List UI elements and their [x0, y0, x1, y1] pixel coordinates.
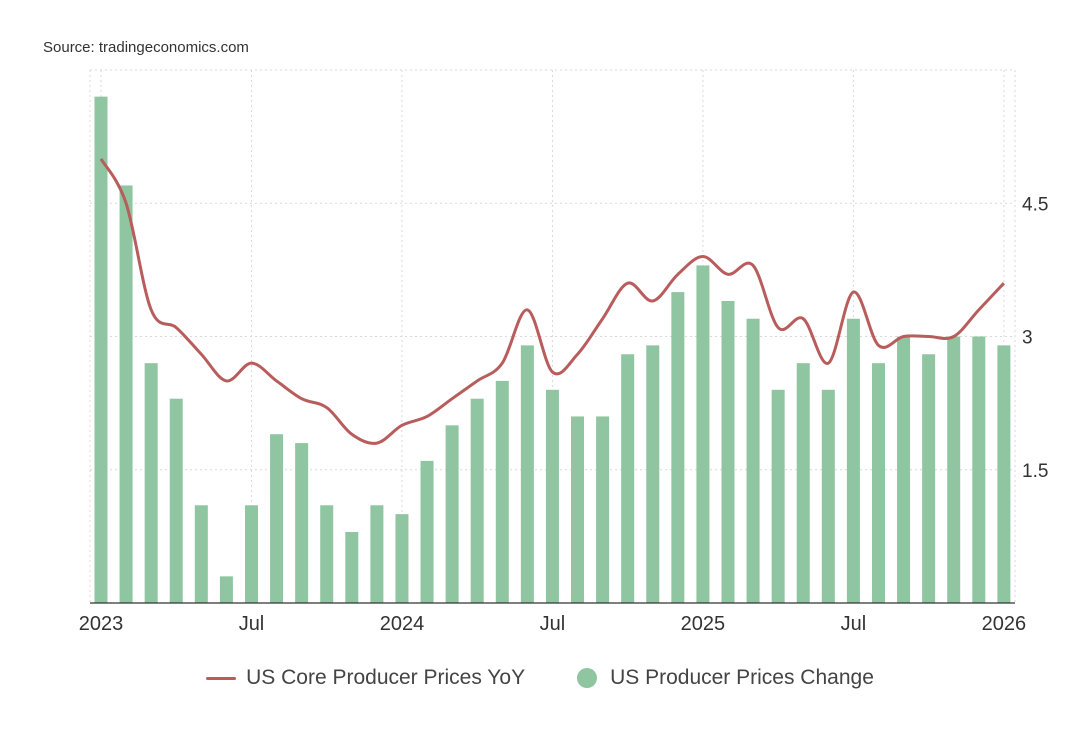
bar [696, 265, 710, 603]
bar [219, 576, 233, 603]
bar [746, 318, 760, 603]
legend: US Core Producer Prices YoY US Producer … [0, 666, 1080, 690]
bar [345, 531, 359, 603]
bar [470, 398, 484, 603]
bar [821, 389, 835, 603]
bar [671, 292, 685, 603]
legend-item-bars[interactable]: US Producer Prices Change [577, 666, 874, 690]
y-tick-label: 1.5 [1022, 461, 1048, 482]
circle-swatch-icon [577, 668, 598, 688]
legend-bar-label: US Producer Prices Change [610, 666, 874, 689]
x-tick-label: Jul [239, 613, 265, 635]
bar [545, 389, 559, 603]
bar [646, 345, 660, 603]
bar [495, 380, 509, 603]
bar [169, 398, 183, 603]
y-tick-label: 4.5 [1022, 194, 1048, 215]
x-tick-label: 2024 [380, 613, 425, 635]
bar [972, 336, 986, 603]
bar [370, 505, 384, 603]
bar [270, 434, 284, 603]
bar [445, 425, 459, 603]
y-tick-label: 3 [1022, 328, 1033, 349]
bar [871, 363, 885, 603]
bar [520, 345, 534, 603]
bar [997, 345, 1011, 603]
bar [119, 185, 133, 603]
source-label: Source: tradingeconomics.com [43, 39, 249, 56]
bar [947, 336, 961, 603]
bar [194, 505, 208, 603]
legend-line-label: US Core Producer Prices YoY [246, 666, 526, 689]
line-swatch-icon [206, 676, 237, 680]
bar [922, 354, 936, 603]
bar [846, 318, 860, 603]
x-tick-label: Jul [841, 613, 867, 635]
line-path [99, 158, 1005, 445]
x-tick-label: 2025 [681, 613, 726, 635]
bar [596, 416, 610, 603]
axes: 2023 Jul 2024 Jul 2025 Jul 2026 1.5 3 4.5 [79, 194, 1049, 635]
x-tick-label: Jul [540, 613, 566, 635]
bar [295, 443, 309, 603]
x-tick-label: 2026 [982, 613, 1027, 635]
bar [796, 363, 810, 603]
bar [395, 514, 409, 603]
bar [621, 354, 635, 603]
bar [94, 96, 108, 604]
bar [244, 505, 258, 603]
bar [144, 363, 158, 603]
line-series [99, 158, 1005, 445]
bar [771, 389, 785, 603]
bars-series [94, 96, 1011, 604]
bar [721, 300, 735, 603]
bar [571, 416, 585, 603]
bar [420, 460, 434, 603]
x-tick-label: 2023 [79, 613, 124, 635]
bar [897, 336, 911, 603]
legend-item-line[interactable]: US Core Producer Prices YoY [206, 666, 525, 690]
bar [320, 505, 334, 603]
